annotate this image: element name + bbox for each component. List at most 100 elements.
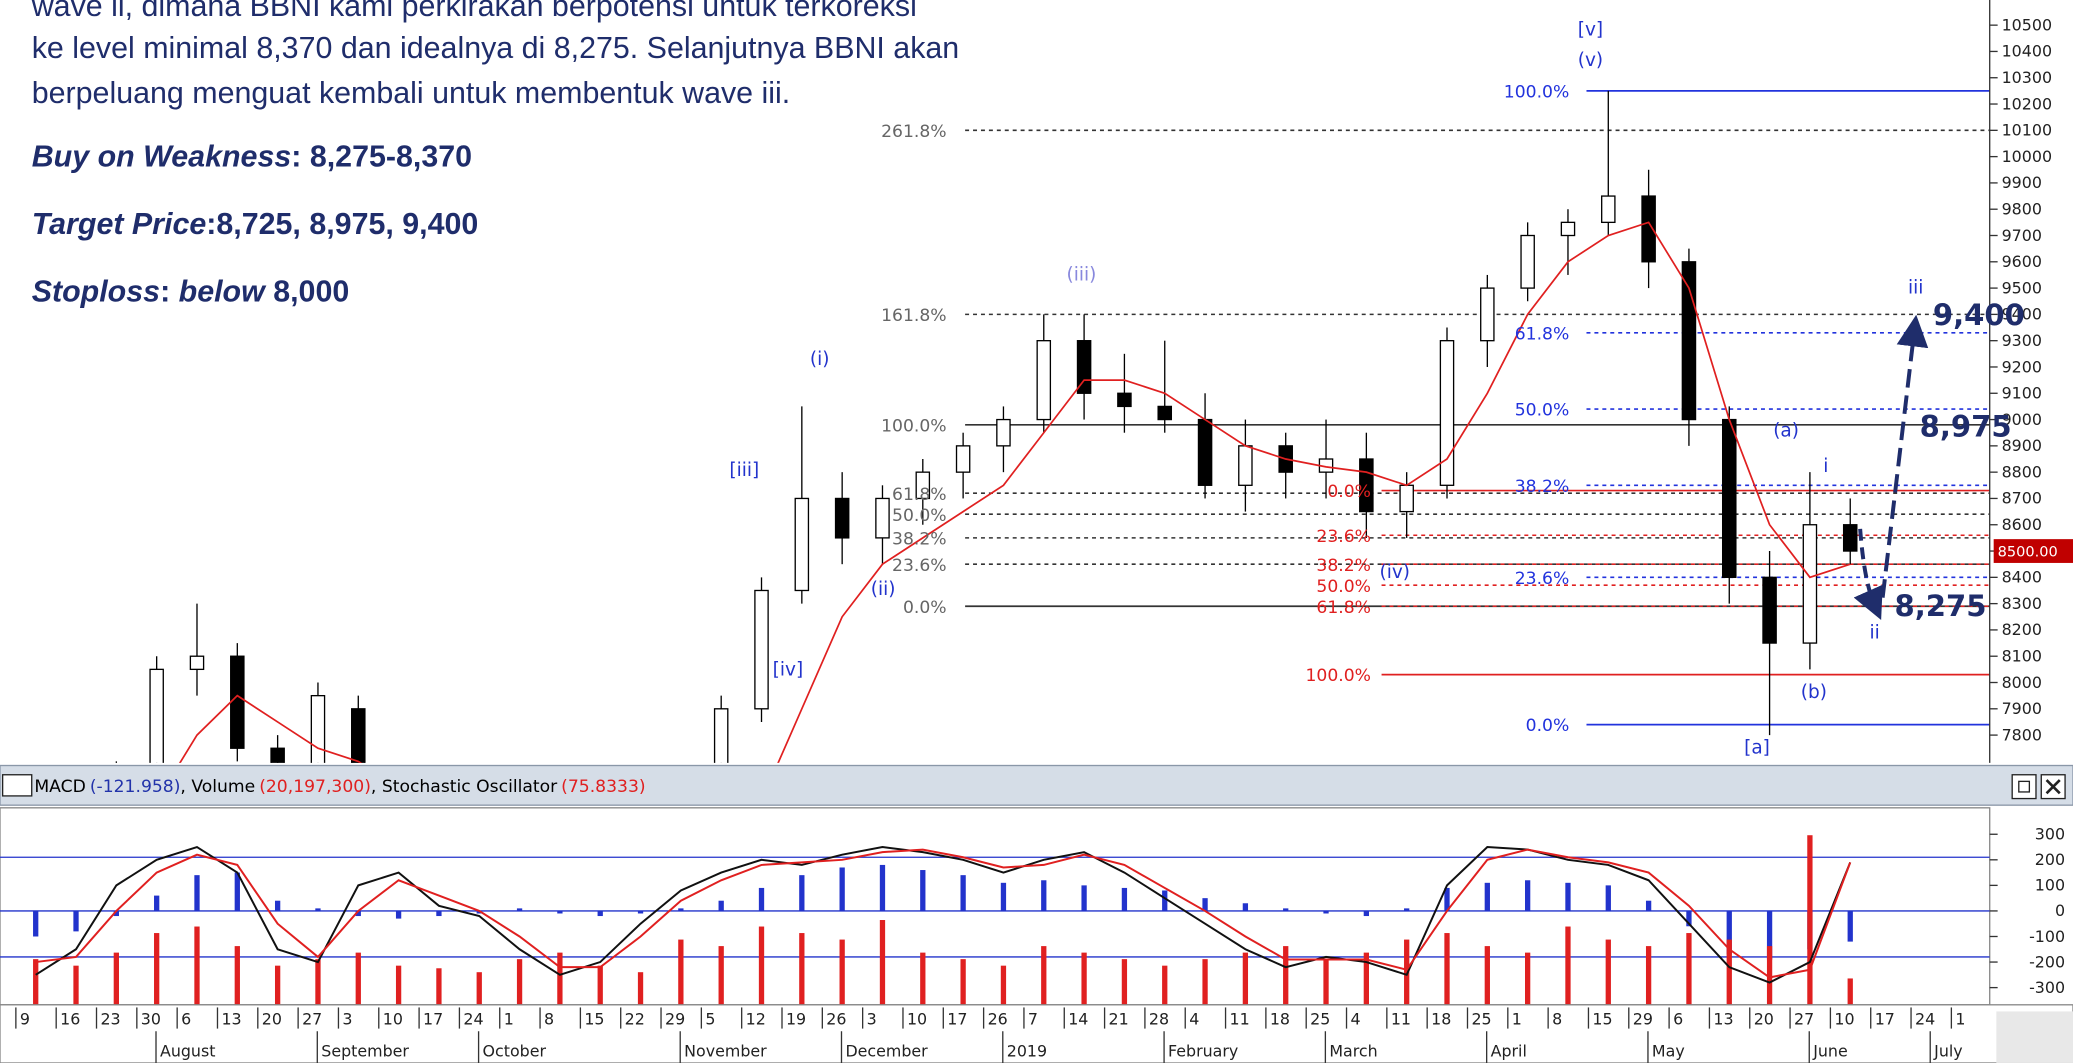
indicator-name: MACD bbox=[34, 777, 85, 797]
candle-body bbox=[270, 747, 285, 763]
macd-bar bbox=[960, 875, 966, 911]
macd-bar bbox=[920, 870, 926, 911]
volume-bar bbox=[758, 926, 765, 1005]
x-tick-label: 11 bbox=[1391, 1010, 1411, 1029]
x-tick-label: 30 bbox=[141, 1010, 161, 1029]
x-tick-label: 11 bbox=[1230, 1010, 1250, 1029]
macd-bar bbox=[637, 910, 644, 914]
candle-body bbox=[1762, 576, 1777, 644]
x-tick-label: 26 bbox=[988, 1010, 1008, 1029]
volume-bar bbox=[33, 959, 39, 1005]
x-tick-label: 5 bbox=[705, 1010, 715, 1029]
fib-label: 100.0% bbox=[1504, 82, 1569, 102]
volume-bar bbox=[1323, 959, 1329, 1005]
macd-bar bbox=[73, 910, 79, 932]
candle-body bbox=[955, 445, 971, 473]
macd-bar bbox=[1363, 910, 1369, 917]
candle-body bbox=[794, 497, 810, 592]
y-tick-label: 9300 bbox=[2002, 331, 2042, 350]
wave-label: ii bbox=[1870, 623, 1880, 644]
volume-bar bbox=[557, 952, 563, 1005]
macd-bar bbox=[1686, 910, 1692, 927]
fib-label: 0.0% bbox=[1327, 482, 1371, 502]
candle-body bbox=[1802, 524, 1818, 644]
macd-bar bbox=[557, 910, 563, 914]
y-tick-label: 200 bbox=[2035, 850, 2065, 869]
x-tick-label: 25 bbox=[1471, 1010, 1491, 1029]
x-tick-label: 14 bbox=[1068, 1010, 1088, 1029]
oscillator-line bbox=[35, 848, 1852, 979]
x-tick-label: 29 bbox=[665, 1010, 685, 1029]
target-label: 8,275 bbox=[1895, 589, 1987, 623]
macd-bar bbox=[355, 910, 361, 917]
commentary-line: wave ii, dimana BBNI kami perkirakan ber… bbox=[31, 0, 917, 23]
volume-bar bbox=[1242, 952, 1249, 1005]
x-tick-label: 6 bbox=[1673, 1010, 1683, 1029]
separator: , bbox=[180, 777, 191, 797]
fib-label: 50.0% bbox=[892, 506, 947, 526]
volume-bar bbox=[395, 965, 402, 1005]
fib-label: 61.8% bbox=[1316, 598, 1371, 618]
x-tick-label: 29 bbox=[1633, 1010, 1653, 1029]
y-tick-label: 8600 bbox=[2002, 515, 2042, 534]
x-tick-label: 17 bbox=[947, 1010, 967, 1029]
x-tick-label: 9 bbox=[20, 1010, 30, 1029]
x-tick-label: 25 bbox=[1310, 1010, 1330, 1029]
projection-arrow-down bbox=[1853, 528, 1883, 621]
wave-label: [iii] bbox=[729, 460, 759, 481]
panel-icon bbox=[1, 774, 33, 797]
y-tick-label: 9900 bbox=[2002, 173, 2042, 192]
x-tick-label: 7 bbox=[1028, 1010, 1038, 1029]
candle-body bbox=[1399, 484, 1414, 513]
price-panel bbox=[115, 90, 1990, 763]
month-label: June bbox=[1812, 1041, 1848, 1060]
buy-on-weakness: Buy on Weakness: 8,275-8,370 bbox=[32, 140, 472, 174]
volume-bar bbox=[1162, 965, 1168, 1005]
x-tick-label: 13 bbox=[1713, 1010, 1733, 1029]
y-tick-label: 8200 bbox=[2002, 620, 2042, 639]
volume-bar bbox=[839, 939, 845, 1005]
fib-label: 0.0% bbox=[1526, 716, 1570, 736]
volume-bar bbox=[637, 972, 644, 1005]
candle-body bbox=[1560, 221, 1576, 237]
candle-body bbox=[1439, 340, 1455, 486]
volume-bar bbox=[274, 965, 281, 1005]
x-tick-label: 28 bbox=[1149, 1010, 1169, 1029]
volume-bar bbox=[1484, 946, 1490, 1005]
y-tick-label: 9600 bbox=[2002, 252, 2042, 271]
month-label: March bbox=[1329, 1041, 1377, 1060]
y-tick-label: 8300 bbox=[2002, 594, 2042, 613]
y-tick-label: 7800 bbox=[2002, 725, 2042, 744]
candle-body bbox=[1238, 445, 1253, 486]
fib-label: 38.2% bbox=[1515, 477, 1570, 497]
volume-bar bbox=[1605, 939, 1611, 1005]
x-tick-label: 1 bbox=[504, 1010, 514, 1029]
close-icon bbox=[2045, 779, 2061, 795]
macd-bar bbox=[1484, 882, 1490, 911]
y-tick-label: -100 bbox=[2029, 927, 2065, 946]
macd-bar bbox=[1645, 900, 1652, 911]
wave-label: iii bbox=[1908, 278, 1923, 299]
volume-bar bbox=[1766, 946, 1773, 1005]
x-tick-label: 8 bbox=[544, 1010, 554, 1029]
candle-body bbox=[1036, 340, 1052, 421]
wave-label: [a] bbox=[1744, 738, 1770, 759]
target-label: 9,400 bbox=[1933, 298, 2025, 332]
x-tick-label: 24 bbox=[1915, 1010, 1935, 1029]
x-tick-label: 8 bbox=[1552, 1010, 1562, 1029]
candle-body bbox=[351, 708, 366, 763]
y-tick-label: 9200 bbox=[2002, 357, 2042, 376]
month-label: February bbox=[1168, 1041, 1238, 1060]
sep: : bbox=[160, 274, 179, 308]
maximize-button[interactable] bbox=[2011, 774, 2037, 800]
volume-bar bbox=[1081, 952, 1087, 1005]
volume-bar bbox=[678, 939, 684, 1005]
maximize-icon bbox=[2018, 780, 2031, 793]
macd-bar bbox=[1081, 885, 1087, 911]
label: Buy on Weakness bbox=[32, 140, 292, 174]
x-tick-label: 27 bbox=[1794, 1010, 1814, 1029]
x-tick-label: 3 bbox=[867, 1010, 877, 1029]
volume-bar bbox=[1363, 952, 1369, 1005]
y-tick-label: 10400 bbox=[2002, 42, 2052, 61]
volume-bar bbox=[476, 972, 482, 1005]
